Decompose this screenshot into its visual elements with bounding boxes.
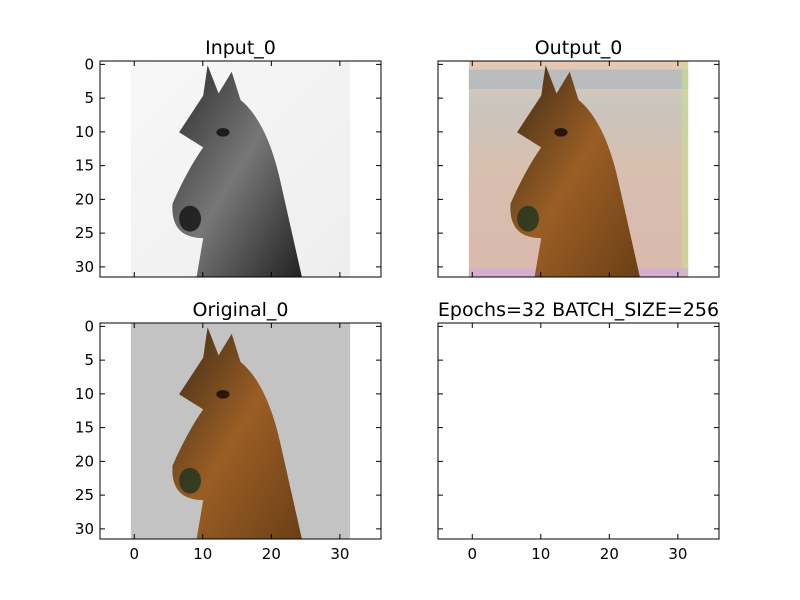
horse-silhouette <box>172 327 302 539</box>
ytick-label: 30 <box>75 258 94 276</box>
xtick-label: 30 <box>330 545 349 563</box>
artifact-band <box>681 61 689 277</box>
horse-silhouette <box>172 65 302 277</box>
subplot-title: Epochs=32 BATCH_SIZE=256 <box>438 299 719 321</box>
xtick-label: 30 <box>668 545 687 563</box>
xtick-label: 10 <box>193 545 212 563</box>
axes-frame <box>99 322 382 540</box>
axes-frame <box>437 322 720 540</box>
output-image <box>468 61 689 277</box>
xtick-label: 0 <box>467 545 477 563</box>
ytick-label: 30 <box>75 520 94 538</box>
muzzle-mark <box>179 205 202 232</box>
input-image <box>130 61 351 277</box>
ytick-label: 20 <box>75 190 94 208</box>
xtick-label: 20 <box>600 545 619 563</box>
subplot-output: Output_0 <box>437 37 720 278</box>
muzzle-mark <box>517 205 540 232</box>
ytick-label: 15 <box>75 157 94 175</box>
ytick-label: 5 <box>84 89 94 107</box>
subplot-title: Original_0 <box>193 299 289 321</box>
ytick-label: 25 <box>75 486 94 504</box>
eye-mark <box>216 389 230 399</box>
artifact-band <box>468 69 689 90</box>
eye-mark <box>554 127 568 137</box>
muzzle-mark <box>179 467 202 494</box>
subplot-title: Input_0 <box>205 37 276 59</box>
ytick-label: 15 <box>75 419 94 437</box>
ytick-label: 20 <box>75 452 94 470</box>
ytick-label: 0 <box>84 55 94 73</box>
axes-frame <box>437 60 720 278</box>
ytick-label: 0 <box>84 317 94 335</box>
subplot-original: 0 5 10 15 20 25 30 0 10 20 30 Original_0 <box>75 299 382 563</box>
horse-silhouette <box>510 65 640 277</box>
ytick-label: 25 <box>75 224 94 242</box>
xtick-label: 20 <box>262 545 281 563</box>
xtick-label: 10 <box>531 545 550 563</box>
ytick-label: 10 <box>75 123 94 141</box>
subplot-input: 0 5 10 15 20 25 30 Input_0 <box>75 37 382 278</box>
subplot-empty: 0 10 20 30 Epochs=32 BATCH_SIZE=256 <box>437 299 720 563</box>
xtick-label: 0 <box>129 545 139 563</box>
eye-mark <box>216 127 230 137</box>
ytick-label: 10 <box>75 385 94 403</box>
original-image <box>130 323 351 539</box>
axes-frame <box>99 60 382 278</box>
ytick-label: 5 <box>84 351 94 369</box>
subplot-title: Output_0 <box>535 37 623 59</box>
